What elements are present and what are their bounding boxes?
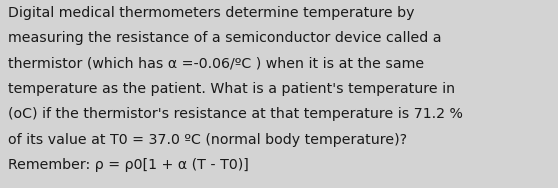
Text: Remember: ρ = ρ0[1 + α (T - T0)]: Remember: ρ = ρ0[1 + α (T - T0)] <box>8 158 249 172</box>
Text: measuring the resistance of a semiconductor device called a: measuring the resistance of a semiconduc… <box>8 31 442 45</box>
Text: temperature as the patient. What is a patient's temperature in: temperature as the patient. What is a pa… <box>8 82 455 96</box>
Text: (oC) if the thermistor's resistance at that temperature is 71.2 %: (oC) if the thermistor's resistance at t… <box>8 107 463 121</box>
Text: Digital medical thermometers determine temperature by: Digital medical thermometers determine t… <box>8 6 415 20</box>
Text: thermistor (which has α =-0.06/ºC ) when it is at the same: thermistor (which has α =-0.06/ºC ) when… <box>8 56 425 70</box>
Text: of its value at T0 = 37.0 ºC (normal body temperature)?: of its value at T0 = 37.0 ºC (normal bod… <box>8 133 407 146</box>
